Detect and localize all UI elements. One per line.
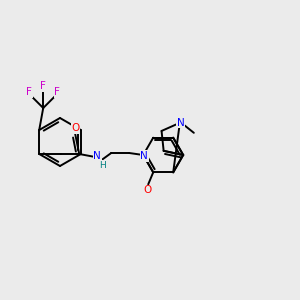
Text: F: F (54, 87, 60, 97)
Text: O: O (71, 123, 79, 133)
Text: N: N (140, 151, 148, 161)
Text: H: H (99, 160, 106, 169)
Text: N: N (93, 151, 101, 161)
Text: O: O (143, 185, 151, 195)
Text: N: N (177, 118, 185, 128)
Text: F: F (26, 87, 32, 97)
Text: F: F (40, 81, 46, 91)
